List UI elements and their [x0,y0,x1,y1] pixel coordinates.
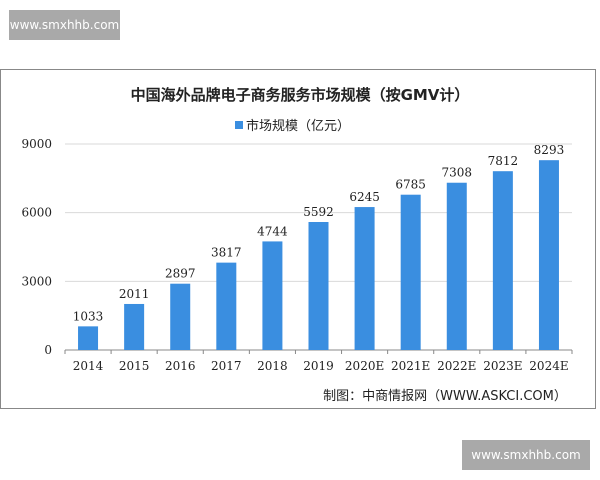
x-tick-label: 2023E [483,359,522,373]
data-label: 7308 [441,166,472,180]
data-label: 4744 [257,224,288,238]
data-label: 2011 [119,287,150,301]
x-tick-label: 2017 [211,359,242,373]
bar-2022E [446,182,467,350]
x-tick-label: 2016 [165,359,196,373]
x-tick-label: 2015 [119,359,150,373]
y-tick-label: 6000 [21,206,52,220]
legend-label: 市场规模（亿元） [246,118,350,134]
bar-2015 [124,303,145,350]
data-label: 6245 [349,190,380,204]
data-label: 5592 [303,205,334,219]
bar-2019 [308,222,329,350]
bar-2020E [354,207,375,350]
source-note: 制图：中商情报网（WWW.ASKCI.COM） [323,389,567,404]
chart-title: 中国海外品牌电子商务服务市场规模（按GMV计） [131,86,470,104]
y-tick-label: 0 [44,343,52,357]
bar-2018 [262,241,283,350]
bar-2021E [400,194,421,350]
data-label: 6785 [395,178,426,192]
x-tick-label: 2020E [345,359,384,373]
bar-2017 [216,262,237,350]
x-tick-label: 2014 [73,359,104,373]
bar-2024E [538,160,559,350]
bar-2014 [78,326,99,350]
watermark-badge-top: www.smxhhb.com [9,10,120,40]
watermark-badge-bottom: www.smxhhb.com [462,440,590,470]
legend-swatch [235,121,243,129]
x-tick-label: 2021E [391,359,430,373]
x-tick-label: 2018 [257,359,288,373]
y-tick-label: 3000 [21,274,52,288]
x-tick-label: 2019 [303,359,334,373]
x-tick-label: 2022E [437,359,476,373]
data-label: 1033 [73,309,104,323]
y-tick-label: 9000 [21,137,52,151]
x-tick-label: 2024E [529,359,568,373]
bar-2016 [170,283,191,350]
data-label: 3817 [211,246,242,260]
data-label: 2897 [165,267,196,281]
bar-2023E [492,171,513,350]
data-label: 8293 [534,143,565,157]
data-label: 7812 [488,154,519,168]
chart-frame [0,69,596,409]
